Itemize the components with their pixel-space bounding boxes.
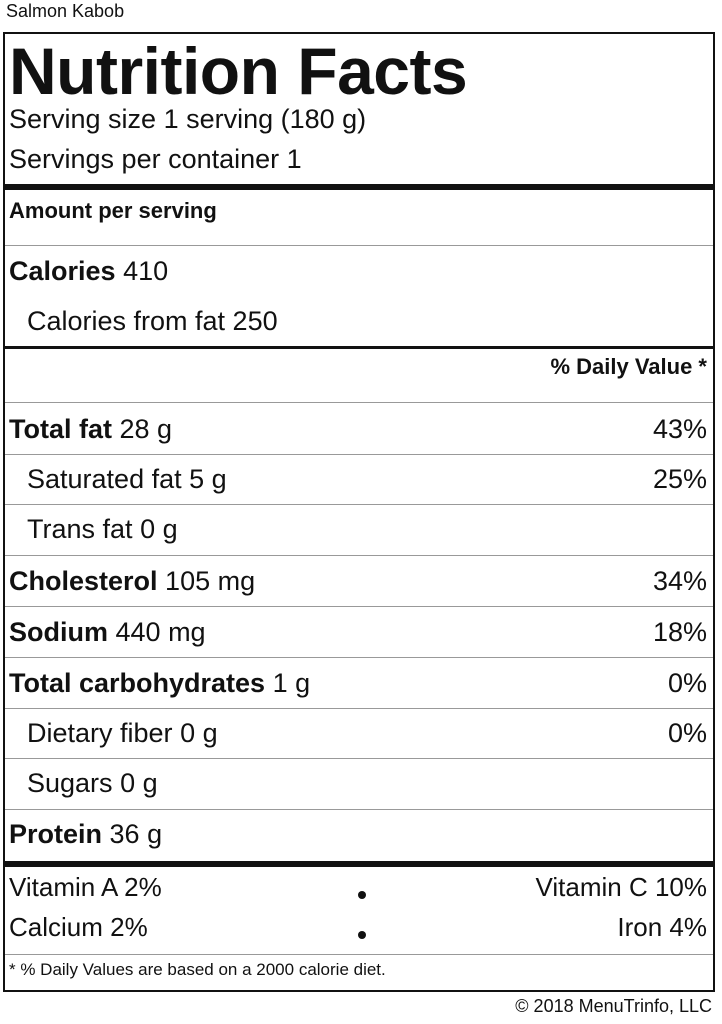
nutrient-row-protein: Protein 36 g — [9, 809, 707, 859]
nutrient-label: Sodium — [9, 616, 108, 647]
nutrient-amount: 440 mg — [115, 616, 206, 647]
nutrient-row-sugars: Sugars 0 g — [27, 758, 707, 808]
calories-row: Calories 410 — [9, 246, 707, 296]
serving-size: Serving size 1 serving (180 g) — [9, 104, 367, 134]
nutrient-row-dietary-fiber: Dietary fiber 0 g 0% — [27, 708, 707, 758]
thick-rule — [5, 861, 713, 867]
bullet-dot-icon — [358, 891, 366, 899]
nutrient-label: Total fat — [9, 413, 112, 444]
nutrition-label: Nutrition Facts Serving size 1 serving (… — [3, 32, 715, 992]
nutrient-amount: 105 mg — [165, 565, 256, 596]
recipe-title: Salmon Kabob — [6, 1, 125, 21]
calcium: Calcium 2% — [9, 912, 148, 942]
nutrient-amount: 36 g — [109, 818, 163, 849]
thick-rule — [5, 184, 713, 190]
nutrient-dv: 43% — [652, 413, 707, 444]
thin-rule — [5, 555, 713, 556]
thin-rule — [5, 245, 713, 246]
nutrient-row-total-fat: Total fat 28 g 43% — [9, 404, 707, 454]
calories-label: Calories — [9, 255, 116, 286]
nutrient-dv: 25% — [652, 463, 707, 494]
nutrient-row-sodium: Sodium 440 mg 18% — [9, 607, 707, 657]
thin-rule — [5, 402, 713, 403]
nutrient-amount: 1 g — [272, 667, 311, 698]
nutrient-dv: 18% — [652, 616, 707, 647]
nutrient-dv: 34% — [652, 565, 707, 596]
thin-rule — [5, 606, 713, 607]
nutrient-amount: 0 g — [120, 767, 158, 798]
nutrient-label: Trans fat — [27, 513, 133, 544]
nutrient-label: Dietary fiber — [27, 717, 173, 748]
nutrient-row-total-carbohydrates: Total carbohydrates 1 g 0% — [9, 658, 707, 708]
nutrient-amount: 28 g — [119, 413, 173, 444]
nutrient-label: Saturated fat — [27, 463, 182, 494]
nutrient-dv: 0% — [667, 717, 707, 748]
calories-from-fat-row: Calories from fat 250 — [27, 296, 707, 346]
vitamin-c: Vitamin C 10% — [535, 872, 708, 902]
calories-value: 410 — [123, 255, 169, 286]
medium-rule — [5, 346, 713, 349]
nutrient-row-saturated-fat: Saturated fat 5 g 25% — [27, 454, 707, 504]
nutrient-amount: 5 g — [189, 463, 227, 494]
amount-per-serving: Amount per serving — [9, 198, 217, 223]
thin-rule — [5, 657, 713, 658]
thin-rule — [5, 954, 713, 955]
thin-rule — [5, 454, 713, 455]
nutrient-dv: 0% — [667, 667, 707, 698]
nutrient-amount: 0 g — [140, 513, 178, 544]
calories-from-fat: Calories from fat 250 — [27, 305, 278, 336]
label-heading: Nutrition Facts — [9, 34, 468, 108]
copyright: © 2018 MenuTrinfo, LLC — [515, 996, 712, 1016]
daily-value-header: % Daily Value * — [550, 354, 707, 379]
thin-rule — [5, 504, 713, 505]
thin-rule — [5, 809, 713, 810]
bullet-dot-icon — [358, 931, 366, 939]
thin-rule — [5, 758, 713, 759]
iron: Iron 4% — [617, 912, 707, 942]
thin-rule — [5, 708, 713, 709]
nutrient-label: Sugars — [27, 767, 113, 798]
nutrient-row-cholesterol: Cholesterol 105 mg 34% — [9, 556, 707, 606]
nutrient-label: Protein — [9, 818, 103, 849]
vitamin-a: Vitamin A 2% — [9, 872, 162, 902]
nutrient-label: Cholesterol — [9, 565, 158, 596]
nutrient-row-trans-fat: Trans fat 0 g — [27, 504, 707, 554]
nutrient-amount: 0 g — [180, 717, 218, 748]
servings-per-container: Servings per container 1 — [9, 144, 302, 174]
footnote: * % Daily Values are based on a 2000 cal… — [9, 960, 386, 979]
nutrient-label: Total carbohydrates — [9, 667, 266, 698]
